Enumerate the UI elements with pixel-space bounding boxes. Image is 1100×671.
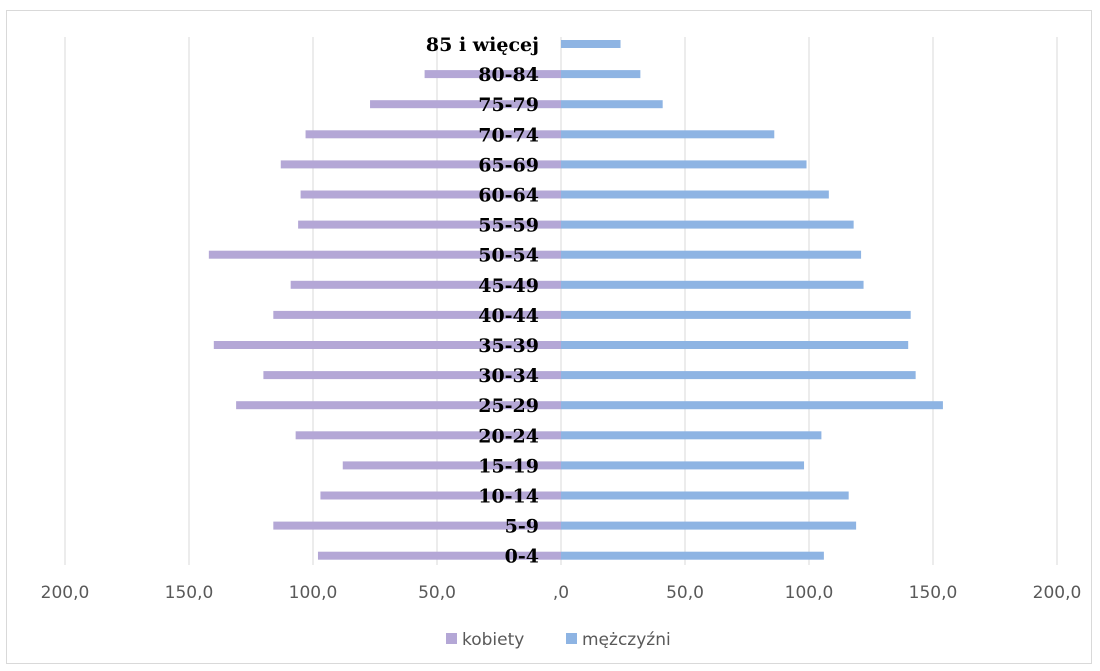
age-group-label: 60-64 <box>478 185 539 207</box>
age-group-label: 50-54 <box>478 245 539 267</box>
bar-kobiety <box>342 461 561 470</box>
age-group-label: 25-29 <box>478 395 539 417</box>
bars <box>208 40 943 560</box>
bar-kobiety <box>273 310 561 319</box>
bar-kobiety <box>320 491 561 500</box>
age-group-label: 35-39 <box>478 335 539 357</box>
age-group-label: 10-14 <box>478 486 539 508</box>
x-tick-label: 200,0 <box>41 583 90 603</box>
bar-mezczyzni <box>561 521 857 530</box>
bar-mezczyzni <box>561 491 849 500</box>
legend-label: mężczyźni <box>582 630 671 650</box>
x-tick-label: 50,0 <box>666 583 704 603</box>
bar-kobiety <box>305 130 561 139</box>
age-group-label: 0-4 <box>505 546 539 568</box>
bar-kobiety <box>300 190 561 199</box>
bar-mezczyzni <box>561 551 824 560</box>
legend-swatch <box>446 633 457 644</box>
legend-label: kobiety <box>462 630 524 650</box>
bar-mezczyzni <box>561 401 943 410</box>
bar-kobiety <box>424 70 561 79</box>
age-group-label: 45-49 <box>478 275 539 297</box>
bar-kobiety <box>295 431 561 440</box>
age-group-label: 75-79 <box>478 94 539 116</box>
legend-swatch <box>566 633 577 644</box>
x-tick-label: 100,0 <box>289 583 338 603</box>
bar-mezczyzni <box>561 371 916 380</box>
age-group-label: 5-9 <box>505 516 539 538</box>
bar-mezczyzni <box>561 130 775 139</box>
age-group-label: 15-19 <box>478 455 539 477</box>
bar-kobiety <box>370 100 561 109</box>
bar-mezczyzni <box>561 431 822 440</box>
bar-mezczyzni <box>561 220 854 229</box>
bar-kobiety <box>263 371 561 380</box>
x-axis-tick-labels: 200,0 150,0 100,0 50,0 ,0 50,0 100,0 150,0 200,0 <box>41 583 1082 603</box>
x-tick-label: ,0 <box>553 583 569 603</box>
x-tick-label: 100,0 <box>785 583 834 603</box>
bar-kobiety <box>280 160 561 169</box>
bar-kobiety <box>208 250 561 259</box>
age-group-label: 80-84 <box>478 64 539 86</box>
age-group-label: 65-69 <box>478 154 539 176</box>
x-tick-label: 50,0 <box>418 583 456 603</box>
bar-mezczyzni <box>561 160 807 169</box>
bar-mezczyzni <box>561 100 663 109</box>
gridlines <box>64 37 1058 565</box>
bar-mezczyzni <box>561 280 864 289</box>
bar-kobiety <box>273 521 561 530</box>
legend: kobiety mężczyźni <box>446 630 671 650</box>
bar-mezczyzni <box>561 461 805 470</box>
bar-kobiety <box>236 401 561 410</box>
x-tick-label: 150,0 <box>165 583 214 603</box>
age-group-label: 30-34 <box>478 365 539 387</box>
age-group-label: 55-59 <box>478 215 539 237</box>
bar-mezczyzni <box>561 310 911 319</box>
age-group-label: 70-74 <box>478 124 539 146</box>
bar-kobiety <box>317 551 561 560</box>
bar-mezczyzni <box>561 40 621 48</box>
x-tick-label: 200,0 <box>1033 583 1082 603</box>
bar-kobiety <box>298 220 561 229</box>
age-group-label: 85 i więcej <box>426 34 539 56</box>
bar-mezczyzni <box>561 190 829 199</box>
category-labels: 0-4 5-9 10-14 15-19 20-24 25-29 30-34 35-39 40-4… <box>426 34 539 568</box>
bar-mezczyzni <box>561 70 641 79</box>
age-group-label: 20-24 <box>478 425 539 447</box>
bar-kobiety <box>213 341 562 349</box>
age-group-label: 40-44 <box>478 305 539 327</box>
bar-kobiety <box>290 280 561 289</box>
bar-mezczyzni <box>561 341 909 349</box>
bar-mezczyzni <box>561 250 862 259</box>
x-tick-label: 150,0 <box>909 583 958 603</box>
